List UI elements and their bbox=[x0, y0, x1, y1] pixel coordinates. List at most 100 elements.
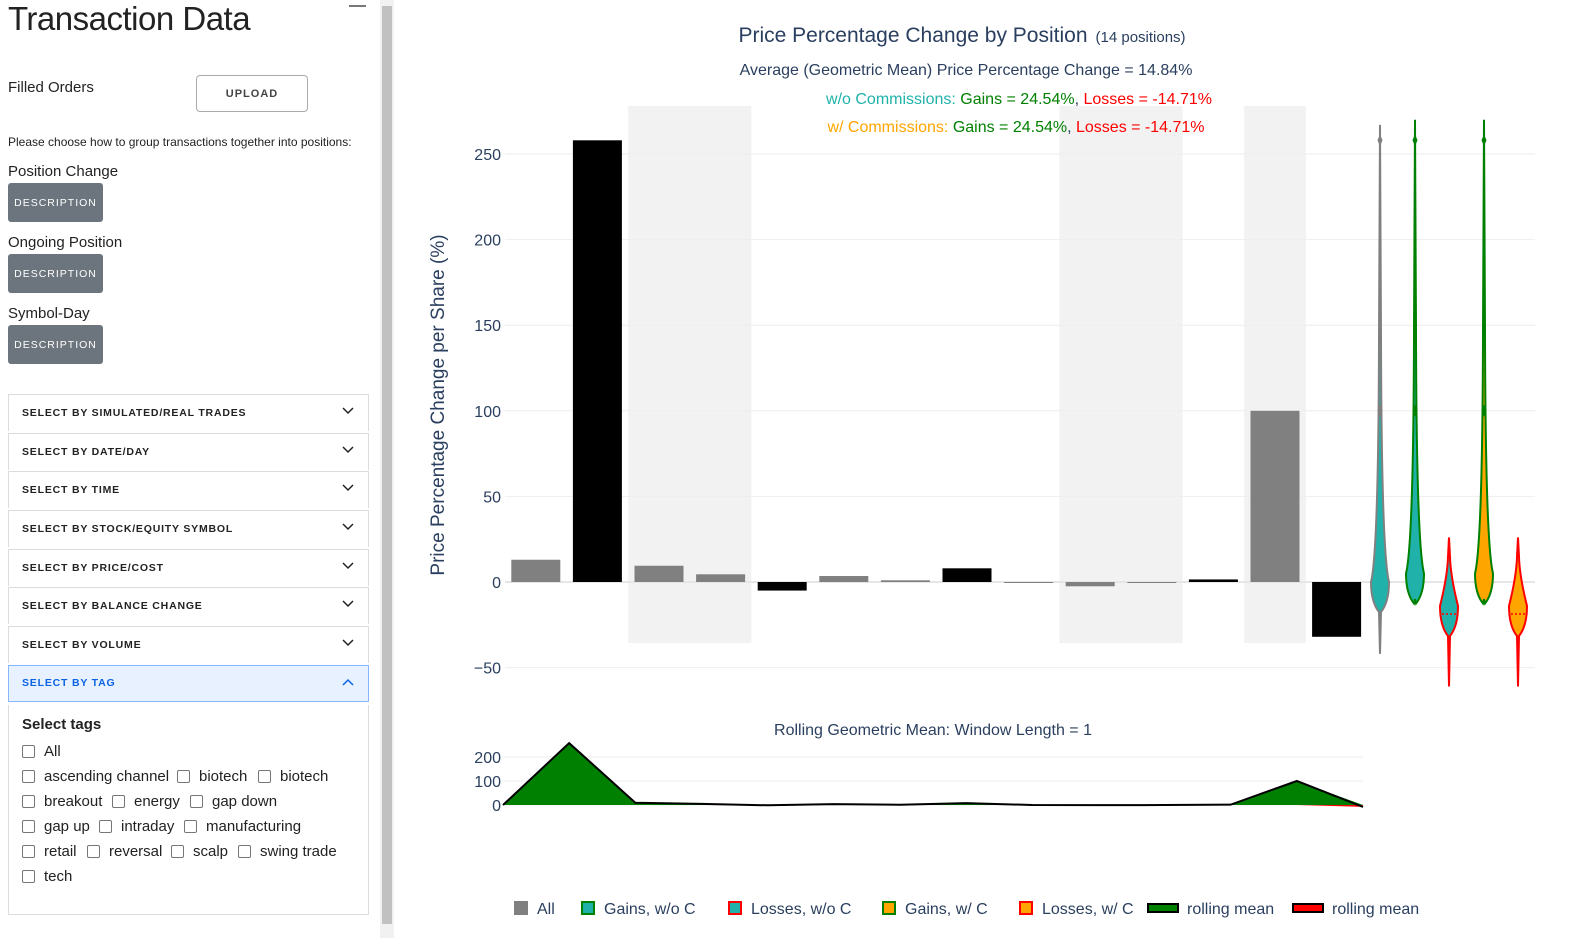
checkbox-icon[interactable] bbox=[238, 845, 251, 858]
checkbox-icon[interactable] bbox=[22, 795, 35, 808]
filter-balance-change[interactable]: SELECT BY BALANCE CHANGE bbox=[8, 587, 369, 625]
checkbox-icon[interactable] bbox=[22, 870, 35, 883]
rolling-title: Rolling Geometric Mean: Window Length = … bbox=[774, 722, 1092, 739]
checkbox-icon[interactable] bbox=[99, 820, 112, 833]
filter-label: SELECT BY STOCK/EQUITY SYMBOL bbox=[22, 523, 234, 536]
tag-label: gap down bbox=[212, 793, 278, 810]
filter-time[interactable]: SELECT BY TIME bbox=[8, 471, 369, 509]
filter-label: SELECT BY DATE/DAY bbox=[22, 445, 150, 458]
chart-subtitle: Average (Geometric Mean) Price Percentag… bbox=[740, 62, 1193, 79]
legend-item[interactable]: Gains, w/o C bbox=[581, 901, 696, 918]
filter-tag[interactable]: SELECT BY TAG bbox=[8, 664, 369, 702]
tag-checkbox-all[interactable]: All bbox=[22, 743, 61, 760]
violin[interactable] bbox=[1404, 119, 1426, 606]
bar[interactable] bbox=[1188, 579, 1238, 582]
wo-prefix: w/o Commissions: bbox=[825, 91, 960, 108]
bar[interactable] bbox=[757, 582, 807, 591]
bar[interactable] bbox=[696, 574, 746, 582]
y-tick-label: −50 bbox=[474, 661, 501, 678]
checkbox-icon[interactable] bbox=[258, 770, 271, 783]
bar[interactable] bbox=[1004, 582, 1054, 583]
legend-label: Gains, w/ C bbox=[905, 901, 988, 918]
checkbox-icon[interactable] bbox=[87, 845, 100, 858]
bar[interactable] bbox=[1250, 410, 1300, 582]
tag-checkbox-swing-trade[interactable]: swing trade bbox=[238, 843, 337, 860]
rolling-y-tick-label: 200 bbox=[474, 750, 501, 767]
filter-simulated-real[interactable]: SELECT BY SIMULATED/REAL TRADES bbox=[8, 394, 369, 431]
sidebar-scrollbar-thumb[interactable] bbox=[382, 6, 392, 924]
tag-label: scalp bbox=[193, 843, 229, 860]
violin[interactable] bbox=[1473, 119, 1495, 606]
checkbox-icon[interactable] bbox=[177, 770, 190, 783]
violin[interactable] bbox=[1369, 124, 1391, 654]
violin-point bbox=[1412, 134, 1418, 147]
bar[interactable] bbox=[511, 559, 561, 582]
rolling-y-tick-label: 0 bbox=[492, 798, 501, 815]
legend-item[interactable]: Gains, w/ C bbox=[882, 901, 988, 918]
checkbox-icon[interactable] bbox=[22, 820, 35, 833]
legend-item[interactable]: Losses, w/ C bbox=[1019, 901, 1134, 918]
tag-checkbox-intraday[interactable]: intraday bbox=[99, 818, 174, 835]
tag-label: All bbox=[44, 743, 61, 760]
filter-label: SELECT BY TAG bbox=[22, 677, 116, 690]
tag-label: biotech bbox=[280, 768, 329, 785]
y-tick-labels: −50 0 50 100 150 200 250 bbox=[474, 147, 501, 678]
tag-checkbox-manufacturing[interactable]: manufacturing bbox=[184, 818, 301, 835]
filled-orders-label: Filled Orders bbox=[8, 79, 94, 96]
checkbox-icon[interactable] bbox=[190, 795, 203, 808]
bar[interactable] bbox=[634, 565, 684, 582]
checkbox-icon[interactable] bbox=[22, 845, 35, 858]
bar[interactable] bbox=[1127, 582, 1177, 583]
chevron-down-icon bbox=[342, 562, 354, 569]
position-change-description-button[interactable]: DESCRIPTION bbox=[8, 183, 103, 222]
checkbox-icon[interactable] bbox=[22, 770, 35, 783]
ongoing-position-description-button[interactable]: DESCRIPTION bbox=[8, 254, 103, 293]
checkbox-icon[interactable] bbox=[112, 795, 125, 808]
y-axis-label: Price Percentage Change per Share (%) bbox=[428, 234, 449, 575]
violin-point bbox=[1481, 134, 1487, 147]
filter-label: SELECT BY PRICE/COST bbox=[22, 561, 164, 574]
filter-symbol[interactable]: SELECT BY STOCK/EQUITY SYMBOL bbox=[8, 510, 369, 548]
bar[interactable] bbox=[880, 580, 930, 582]
legend-item[interactable]: rolling mean bbox=[1147, 901, 1274, 918]
chart-area: Price Percentage Change by Position (14 p… bbox=[395, 0, 1585, 938]
symbol-day-description-button[interactable]: DESCRIPTION bbox=[8, 325, 103, 364]
legend-item[interactable]: Losses, w/o C bbox=[728, 901, 851, 918]
tag-checkbox-biotech[interactable]: biotech bbox=[177, 768, 247, 785]
bar[interactable] bbox=[572, 140, 622, 582]
filter-volume[interactable]: SELECT BY VOLUME bbox=[8, 626, 369, 664]
tag-label: energy bbox=[134, 793, 180, 810]
tag-checkbox-breakout[interactable]: breakout bbox=[22, 793, 102, 810]
filter-label: SELECT BY TIME bbox=[22, 484, 120, 497]
tag-checkbox-gap-up[interactable]: gap up bbox=[22, 818, 90, 835]
legend-item[interactable]: rolling mean bbox=[1292, 901, 1419, 918]
legend-swatch bbox=[1019, 901, 1033, 915]
tag-checkbox-gap-down[interactable]: gap down bbox=[190, 793, 277, 810]
tag-checkbox-retail[interactable]: retail bbox=[22, 843, 77, 860]
checkbox-icon[interactable] bbox=[184, 820, 197, 833]
rolling-y-tick-label: 100 bbox=[474, 774, 501, 791]
tag-checkbox-biotech-2[interactable]: biotech bbox=[258, 768, 328, 785]
legend-item[interactable]: All bbox=[514, 901, 555, 918]
minimize-icon[interactable] bbox=[349, 5, 366, 7]
bar[interactable] bbox=[942, 568, 992, 582]
filter-date-day[interactable]: SELECT BY DATE/DAY bbox=[8, 432, 369, 470]
tag-label: ascending channel bbox=[44, 768, 170, 785]
bar[interactable] bbox=[1312, 582, 1362, 637]
checkbox-icon[interactable] bbox=[22, 745, 35, 758]
violin[interactable] bbox=[1507, 537, 1529, 687]
upload-button[interactable]: UPLOAD bbox=[196, 75, 308, 112]
chart-title: Price Percentage Change by Position (14 p… bbox=[738, 24, 1185, 47]
tag-checkbox-tech[interactable]: tech bbox=[22, 868, 72, 885]
violin[interactable] bbox=[1438, 537, 1460, 687]
chevron-up-icon bbox=[342, 678, 354, 686]
tag-label: breakout bbox=[44, 793, 103, 810]
bar[interactable] bbox=[819, 576, 869, 582]
checkbox-icon[interactable] bbox=[171, 845, 184, 858]
tag-checkbox-energy[interactable]: energy bbox=[112, 793, 180, 810]
tag-checkbox-scalp[interactable]: scalp bbox=[171, 843, 228, 860]
tag-checkbox-reversal[interactable]: reversal bbox=[87, 843, 162, 860]
filter-price-cost[interactable]: SELECT BY PRICE/COST bbox=[8, 548, 369, 586]
tag-checkbox-ascending-channel[interactable]: ascending channel bbox=[22, 768, 169, 785]
bar[interactable] bbox=[1065, 582, 1115, 587]
